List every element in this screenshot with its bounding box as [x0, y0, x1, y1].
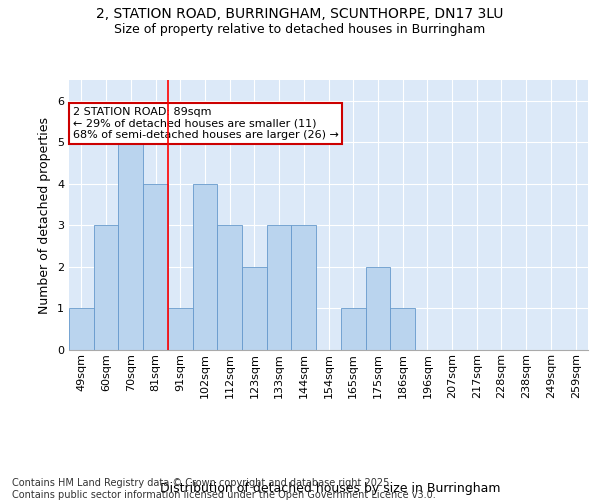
Text: Distribution of detached houses by size in Burringham: Distribution of detached houses by size … — [160, 482, 500, 495]
Bar — [193, 184, 217, 350]
Text: 2, STATION ROAD, BURRINGHAM, SCUNTHORPE, DN17 3LU: 2, STATION ROAD, BURRINGHAM, SCUNTHORPE,… — [97, 8, 503, 22]
Bar — [217, 226, 242, 350]
Text: Size of property relative to detached houses in Burringham: Size of property relative to detached ho… — [115, 22, 485, 36]
Bar — [168, 308, 193, 350]
Bar — [143, 184, 168, 350]
Bar — [94, 226, 118, 350]
Text: 2 STATION ROAD: 89sqm
← 29% of detached houses are smaller (11)
68% of semi-deta: 2 STATION ROAD: 89sqm ← 29% of detached … — [73, 107, 338, 140]
Bar — [390, 308, 415, 350]
Y-axis label: Number of detached properties: Number of detached properties — [38, 116, 52, 314]
Bar — [292, 226, 316, 350]
Bar — [69, 308, 94, 350]
Bar — [118, 142, 143, 350]
Bar — [341, 308, 365, 350]
Bar — [267, 226, 292, 350]
Bar — [365, 267, 390, 350]
Bar — [242, 267, 267, 350]
Text: Contains HM Land Registry data © Crown copyright and database right 2025.
Contai: Contains HM Land Registry data © Crown c… — [12, 478, 436, 500]
